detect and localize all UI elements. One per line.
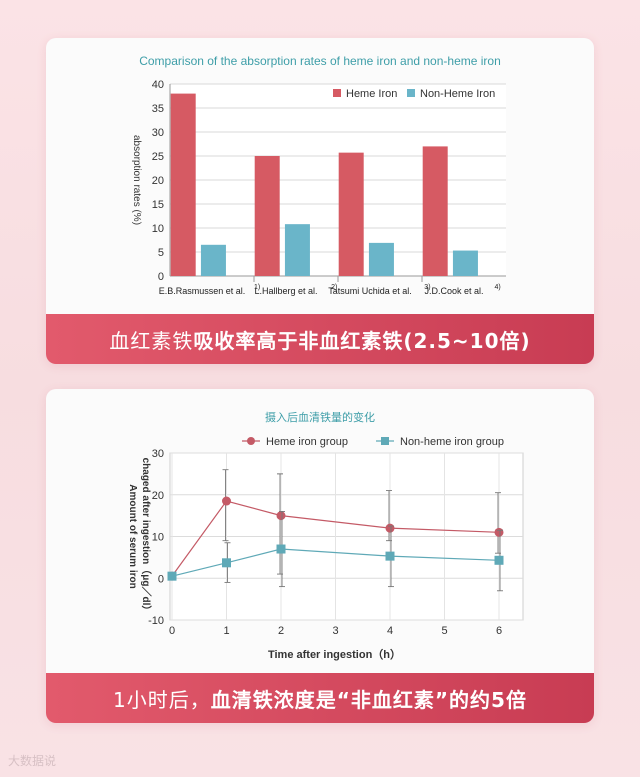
bar-non-heme — [200, 244, 226, 276]
bar-chart: 0 5 10 15 20 25 30 35 40 E.B.Rasmussen et al. 1)L.… — [131, 79, 506, 296]
data-point-heme — [222, 496, 231, 506]
y-tick-label: 25 — [152, 151, 164, 163]
x-category-ref: 3) — [424, 284, 430, 291]
x-category-label: Tatsumi Uchida et al. — [328, 286, 412, 296]
data-point-non-heme — [167, 571, 177, 581]
y-tick-label: 0 — [158, 573, 164, 585]
banner-serum: 1小时后， 血清铁浓度是“非血红素”的约5倍 — [46, 673, 594, 723]
x-category-ref: 4) — [495, 284, 501, 291]
bar-heme — [170, 93, 196, 276]
bar-heme — [422, 146, 448, 276]
data-point-non-heme — [276, 544, 286, 554]
data-point-non-heme — [385, 551, 395, 561]
y-tick-label: 10 — [152, 223, 164, 235]
line-chart-title: 摄入后血清铁量的变化 — [265, 411, 375, 424]
y-tick-label: 0 — [158, 271, 164, 283]
data-point-non-heme — [222, 558, 231, 568]
x-category-ref: 1) — [254, 284, 260, 291]
x-category-label: L.Hallberg et al. — [254, 286, 317, 296]
x-tick-label: 3 — [332, 625, 338, 637]
bar-non-heme — [368, 242, 394, 276]
legend-swatch — [407, 89, 415, 97]
y-tick-label: 30 — [152, 127, 164, 139]
banner-serum-part2: 血清铁浓度是“非血红素”的约5倍 — [210, 687, 527, 712]
x-tick-label: 6 — [496, 625, 502, 637]
x-category-label: E.B.Rasmussen et al. — [159, 286, 246, 296]
bar-heme — [254, 156, 280, 276]
x-axis-label: Time after ingestion（h） — [268, 648, 401, 661]
legend-swatch — [333, 89, 341, 97]
banner-absorption-part2: 吸收率高于非血红素铁(2.5~10倍) — [193, 328, 531, 353]
bar-non-heme — [452, 250, 478, 276]
bar-non-heme — [284, 224, 310, 276]
y-axis-label: Amount of serum iron chaged after ingesti… — [127, 458, 153, 616]
y-axis-label-line2: chaged after ingestion（μg／dl） — [140, 458, 153, 616]
y-axis-label-line1: Amount of serum iron — [127, 484, 138, 588]
watermark: 大数据说 — [8, 754, 57, 768]
y-tick-label: 10 — [152, 532, 164, 544]
legend-marker — [247, 437, 255, 445]
y-tick-label: 35 — [152, 103, 164, 115]
legend-marker — [381, 437, 389, 445]
data-point-heme — [494, 527, 504, 537]
y-tick-label: 20 — [152, 490, 164, 502]
y-tick-label: 30 — [152, 448, 164, 460]
y-axis-label: absorption rates (%) — [131, 135, 142, 225]
legend-label: Heme iron group — [266, 436, 348, 448]
y-tick-label: 20 — [152, 175, 164, 187]
banner-serum-part1: 1小时后， — [113, 687, 211, 712]
y-tick-label: -10 — [148, 615, 164, 627]
y-tick-label: 15 — [152, 199, 164, 211]
data-point-heme — [385, 523, 395, 533]
x-tick-label: 4 — [387, 625, 393, 637]
bar-chart-title: Comparison of the absorption rates of he… — [139, 54, 501, 68]
y-tick-label: 5 — [158, 247, 164, 259]
x-tick-label: 2 — [278, 625, 284, 637]
x-tick-label: 0 — [169, 625, 175, 637]
banner-absorption-part1: 血红素铁 — [109, 328, 194, 353]
data-point-non-heme — [494, 555, 504, 565]
line-chart-card: 摄入后血清铁量的变化 -10 0 10 20 30 0 1 2 3 4 5 6 Time after i… — [46, 389, 594, 723]
y-tick-label: 40 — [152, 79, 164, 91]
legend-label: Heme Iron — [346, 88, 397, 100]
bar-heme — [338, 152, 364, 276]
line-chart: -10 0 10 20 30 0 1 2 3 4 5 6 Time after ingestion（h）… — [127, 436, 524, 661]
data-point-heme — [276, 511, 286, 521]
legend-label: Non-Heme Iron — [420, 88, 495, 100]
bar-chart-card: Comparison of the absorption rates of he… — [46, 38, 594, 364]
x-category-label: J.D.Cook et al. — [424, 286, 483, 296]
x-tick-label: 5 — [441, 625, 447, 637]
x-tick-label: 1 — [223, 625, 229, 637]
legend-label: Non-heme iron group — [400, 436, 504, 448]
banner-absorption: 血红素铁 吸收率高于非血红素铁(2.5~10倍) — [46, 314, 594, 364]
x-category-ref: 2) — [331, 284, 337, 291]
